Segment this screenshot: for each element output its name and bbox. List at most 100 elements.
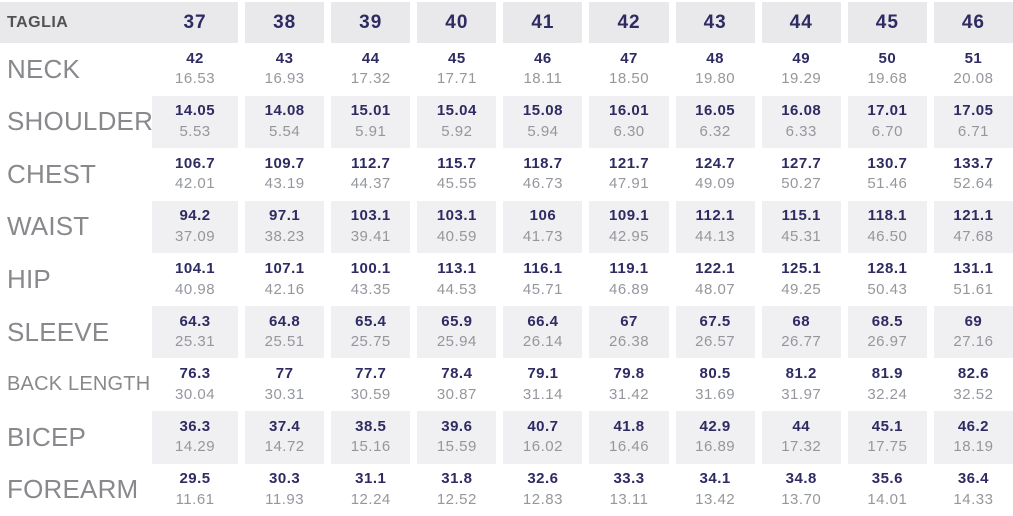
measurement-cell: 16.05 6.32 <box>668 95 755 149</box>
measurement-cell: 15.08 5.94 <box>496 95 583 149</box>
inches-value: 14.33 <box>953 490 994 508</box>
inches-value: 6.71 <box>957 122 990 140</box>
measurement-cell: 45.1 17.75 <box>840 410 927 464</box>
measurement-cell: 36.4 14.33 <box>926 463 1013 516</box>
inches-value: 19.29 <box>781 70 822 88</box>
inches-value: 32.24 <box>867 385 908 403</box>
inches-value: 5.54 <box>269 122 301 140</box>
cm-value: 15.01 <box>350 102 391 120</box>
measurement-cell: 34.1 13.42 <box>668 463 755 516</box>
measurement-cell: 79.1 31.14 <box>496 358 582 411</box>
cm-value: 29.5 <box>179 470 211 488</box>
cm-value: 37.4 <box>269 417 301 435</box>
inches-value: 15.16 <box>350 438 391 456</box>
measurement-cell: 14.08 5.54 <box>238 95 325 149</box>
cm-value: 64.8 <box>269 312 301 330</box>
cm-value: 82.6 <box>957 365 990 383</box>
measurement-cell: 81.2 31.97 <box>754 358 841 411</box>
cm-value: 109.1 <box>609 207 650 225</box>
inches-value: 44.53 <box>436 280 477 298</box>
cm-value: 16.01 <box>609 102 650 120</box>
measurement-cell: 103.1 39.41 <box>324 200 411 254</box>
cm-value: 36.4 <box>957 470 990 488</box>
inches-value: 25.75 <box>350 333 391 351</box>
measurement-cell: 31.1 12.24 <box>324 463 410 516</box>
inches-value: 41.73 <box>522 227 563 245</box>
row-label-cell: CHEST <box>0 148 152 201</box>
measurement-cell: 121.1 47.68 <box>926 200 1013 254</box>
measurement-cell: 127.7 50.27 <box>754 148 841 201</box>
measurement-cell: 38.5 15.16 <box>324 410 411 464</box>
measurement-cell: 104.1 40.98 <box>152 253 238 306</box>
cm-value: 131.1 <box>953 260 994 278</box>
inches-value: 16.53 <box>175 70 216 88</box>
measurement-cell: 29.5 11.61 <box>152 464 238 516</box>
measurement-cell: 115.1 45.31 <box>754 200 841 254</box>
row-label: BICEP <box>7 421 87 452</box>
header-size-label: 39 <box>359 11 383 33</box>
inches-value: 18.50 <box>609 70 650 88</box>
measurement-cell: 43 16.93 <box>238 43 324 96</box>
inches-value: 16.89 <box>695 438 736 456</box>
measurement-cell: 31.8 12.52 <box>410 463 496 516</box>
header-size-cell: 44 <box>754 2 841 43</box>
inches-value: 45.55 <box>436 175 477 193</box>
inches-value: 44.37 <box>350 175 391 193</box>
measurement-cell: 50 19.68 <box>840 43 927 96</box>
inches-value: 51.61 <box>953 280 994 298</box>
cm-value: 38.5 <box>355 417 387 435</box>
measurement-cell: 42.9 16.89 <box>668 410 755 464</box>
measurement-cell: 65.9 25.94 <box>410 305 497 359</box>
cm-value: 81.9 <box>871 365 903 383</box>
inches-value: 49.25 <box>781 280 822 298</box>
inches-value: 18.11 <box>523 70 563 88</box>
inches-value: 5.91 <box>355 122 387 140</box>
cm-value: 127.7 <box>781 154 822 172</box>
measurement-cell: 106 41.73 <box>496 200 583 254</box>
measurement-cell: 35.6 14.01 <box>840 463 927 516</box>
cm-value: 41.8 <box>613 417 645 435</box>
cm-value: 119.1 <box>609 260 649 278</box>
measurement-cell: 115.7 45.55 <box>410 148 496 201</box>
cm-value: 68 <box>792 312 811 330</box>
header-size-cell: 40 <box>410 2 497 43</box>
table-row: SHOULDER 14.05 5.53 14.08 5.54 15.01 5.91 15.04… <box>0 95 1013 149</box>
measurement-cell: 16.01 6.30 <box>582 95 669 149</box>
header-size-label: 43 <box>703 11 727 33</box>
inches-value: 32.52 <box>953 385 994 403</box>
inches-value: 31.69 <box>695 385 736 403</box>
inches-value: 25.31 <box>175 333 216 351</box>
header-size-label: 45 <box>875 11 899 33</box>
inches-value: 12.52 <box>436 490 477 508</box>
inches-value: 17.32 <box>781 438 822 456</box>
table-row: BACK LENGTH 76.3 30.04 77 30.31 77.7 30.59 78.4… <box>0 358 1013 411</box>
cm-value: 17.05 <box>953 102 994 120</box>
measurement-cell: 33.3 13.11 <box>582 463 668 516</box>
cm-value: 65.9 <box>441 312 473 330</box>
row-label-cell: SHOULDER <box>0 95 153 149</box>
header-size-cell: 45 <box>840 2 927 43</box>
cm-value: 104.1 <box>175 260 216 278</box>
measurement-cell: 80.5 31.69 <box>668 358 755 411</box>
measurement-cell: 14.05 5.53 <box>152 95 239 149</box>
measurement-cell: 37.4 14.72 <box>238 410 325 464</box>
inches-value: 26.38 <box>609 333 650 351</box>
measurement-cell: 67.5 26.57 <box>668 305 755 359</box>
cm-value: 15.04 <box>436 102 477 120</box>
measurement-cell: 68 26.77 <box>754 305 841 359</box>
cm-value: 31.8 <box>441 470 473 488</box>
cm-value: 130.7 <box>867 154 908 172</box>
cm-value: 43 <box>275 49 294 67</box>
measurement-cell: 51 20.08 <box>926 43 1013 96</box>
measurement-cell: 125.1 49.25 <box>754 253 841 306</box>
inches-value: 5.94 <box>527 122 559 140</box>
cm-value: 51 <box>964 49 983 67</box>
cm-value: 106.7 <box>175 154 216 172</box>
header-size-cell: 37 <box>152 2 239 43</box>
cm-value: 118.1 <box>867 207 907 225</box>
inches-value: 44.13 <box>695 227 736 245</box>
row-label-cell: BACK LENGTH <box>0 358 152 411</box>
inches-value: 11.61 <box>175 490 215 508</box>
inches-value: 5.92 <box>441 122 473 140</box>
inches-value: 26.57 <box>695 333 736 351</box>
